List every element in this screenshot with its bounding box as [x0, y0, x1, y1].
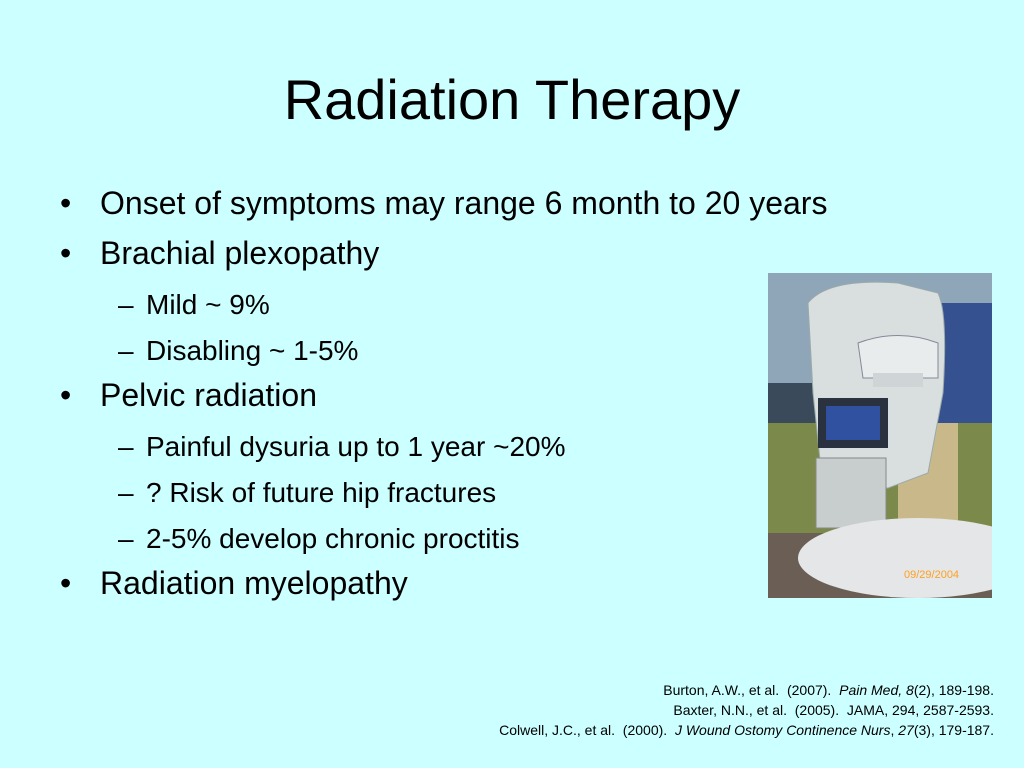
- reference-part: (2), 189-198.: [913, 682, 994, 698]
- bullet-list: Onset of symptoms may range 6 month to 2…: [60, 182, 920, 612]
- bullet: Radiation myelopathy: [60, 562, 920, 604]
- sub-bullet: 2-5% develop chronic proctitis: [60, 516, 920, 562]
- reference-part: J Wound Ostomy Continence Nurs: [674, 722, 891, 738]
- bullet: Pelvic radiation: [60, 374, 920, 416]
- reference-part: Pain Med, 8: [839, 682, 914, 698]
- reference-part: ,: [890, 722, 899, 738]
- sub-bullet: Mild ~ 9%: [60, 282, 920, 328]
- slide-title: Radiation Therapy: [283, 68, 741, 131]
- references: Burton, A.W., et al. (2007). Pain Med, 8…: [499, 680, 994, 740]
- reference-part: (3), 179-187.: [913, 722, 994, 738]
- sub-bullet: Disabling ~ 1-5%: [60, 328, 920, 374]
- reference: Burton, A.W., et al. (2007). Pain Med, 8…: [499, 680, 994, 700]
- reference-part: Burton, A.W., et al. (2007).: [663, 682, 840, 698]
- sub-bullet: Painful dysuria up to 1 year ~20%: [60, 424, 920, 470]
- reference: Baxter, N.N., et al. (2005). JAMA, 294, …: [499, 700, 994, 720]
- sub-bullet: ? Risk of future hip fractures: [60, 470, 920, 516]
- reference-part: Baxter, N.N., et al. (2005). JAMA, 294, …: [673, 702, 994, 718]
- reference: Colwell, J.C., et al. (2000). J Wound Os…: [499, 720, 994, 740]
- reference-part: Colwell, J.C., et al. (2000).: [499, 722, 675, 738]
- bullet: Onset of symptoms may range 6 month to 2…: [60, 182, 920, 224]
- photo: 09/29/2004: [768, 273, 992, 598]
- bullet: Brachial plexopathy: [60, 232, 920, 274]
- reference-part: 27: [898, 722, 914, 738]
- date-stamp: 09/29/2004: [904, 569, 959, 581]
